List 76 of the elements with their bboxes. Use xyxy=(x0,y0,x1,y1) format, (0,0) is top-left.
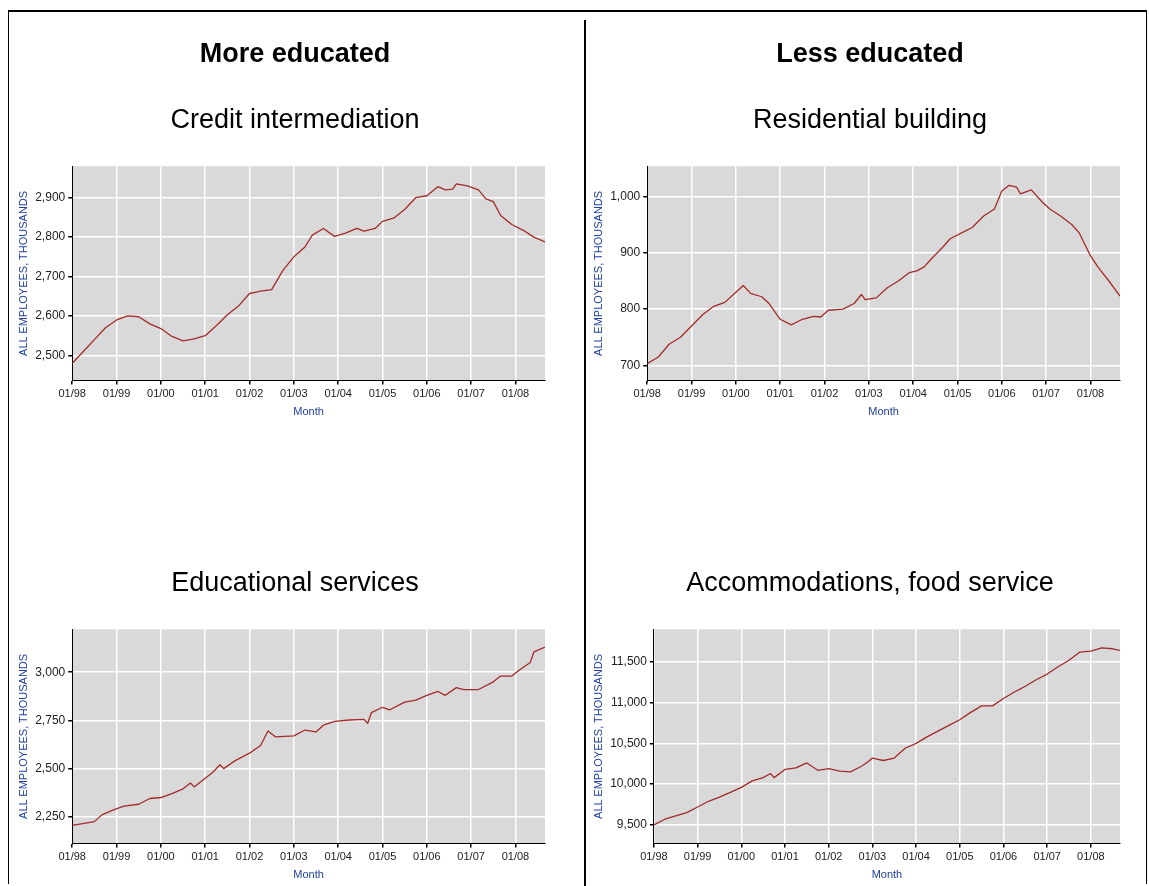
x-axis-title: Month xyxy=(868,405,899,418)
x-tick-label: 01/99 xyxy=(683,850,712,863)
y-tick-label: 2,500 xyxy=(35,347,66,362)
x-tick-label: 01/00 xyxy=(722,387,750,400)
x-tick-label: 01/02 xyxy=(235,387,264,400)
y-axis-title: ALL EMPLOYEES, THOUSANDS xyxy=(16,653,29,819)
chart-title: Residential building xyxy=(751,104,989,136)
x-axis-title: Month xyxy=(293,405,324,418)
x-tick-label: 01/98 xyxy=(640,850,668,863)
y-tick-label: 1,000 xyxy=(610,188,641,203)
x-tick-label: 01/07 xyxy=(457,850,485,863)
x-tick-label: 01/99 xyxy=(102,850,131,863)
x-tick-label: 01/01 xyxy=(771,850,799,863)
y-axis-title: ALL EMPLOYEES, THOUSANDS xyxy=(591,190,604,356)
y-tick-label: 10,500 xyxy=(610,735,648,750)
x-tick-label: 01/01 xyxy=(191,387,219,400)
y-axis-title: ALL EMPLOYEES, THOUSANDS xyxy=(16,190,29,356)
x-tick-label: 01/98 xyxy=(58,387,86,400)
y-tick-label: 2,700 xyxy=(35,268,66,283)
x-tick-label: 01/08 xyxy=(501,850,530,863)
x-tick-label: 01/03 xyxy=(280,387,308,400)
x-tick-label: 01/06 xyxy=(413,387,441,400)
x-tick-label: 01/03 xyxy=(858,850,887,863)
y-tick-label: 2,500 xyxy=(35,760,66,775)
x-tick-label: 01/03 xyxy=(280,850,308,863)
y-tick-label: 2,250 xyxy=(35,809,66,824)
y-tick-label: 2,900 xyxy=(35,190,66,205)
y-tick-label: 11,500 xyxy=(611,654,648,669)
x-tick-label: 01/06 xyxy=(989,850,1018,863)
y-tick-label: 10,000 xyxy=(610,776,648,791)
x-tick-label: 01/07 xyxy=(457,387,485,400)
x-tick-label: 01/04 xyxy=(324,387,352,400)
x-tick-label: 01/04 xyxy=(902,850,930,863)
x-tick-label: 01/08 xyxy=(1076,387,1105,400)
x-tick-label: 01/02 xyxy=(235,850,264,863)
y-tick-label: 3,000 xyxy=(35,664,66,679)
x-tick-label: 01/00 xyxy=(147,850,175,863)
text: Less educated xyxy=(775,38,965,70)
x-tick-label: 01/06 xyxy=(413,850,441,863)
x-tick-label: 01/06 xyxy=(988,387,1016,400)
x-tick-label: 01/05 xyxy=(946,850,974,863)
x-tick-label: 01/01 xyxy=(191,850,219,863)
x-tick-label: 01/07 xyxy=(1033,850,1061,863)
x-tick-label: 01/05 xyxy=(368,387,397,400)
x-tick-label: 01/99 xyxy=(677,387,706,400)
y-tick-label: 2,600 xyxy=(35,308,66,323)
x-axis-title: Month xyxy=(293,868,324,881)
x-tick-label: 01/05 xyxy=(368,850,397,863)
y-tick-label: 9,500 xyxy=(616,817,648,832)
x-tick-label: 01/04 xyxy=(324,850,352,863)
x-tick-label: 01/08 xyxy=(1077,850,1105,863)
chart-title: Accommodations, food service xyxy=(685,567,1055,599)
x-tick-label: 01/05 xyxy=(943,387,972,400)
y-axis-title: ALL EMPLOYEES, THOUSANDS xyxy=(591,653,604,819)
x-tick-label: 01/03 xyxy=(855,387,883,400)
y-tick-label: 800 xyxy=(620,301,641,316)
x-tick-label: 01/98 xyxy=(58,850,86,863)
chart-title: Educational services xyxy=(170,567,420,599)
chart-title: Credit intermediation xyxy=(169,104,421,136)
x-tick-label: 01/98 xyxy=(633,387,661,400)
y-tick-label: 2,800 xyxy=(35,229,66,244)
x-tick-label: 01/02 xyxy=(814,850,843,863)
x-tick-label: 01/99 xyxy=(102,387,131,400)
x-tick-label: 01/07 xyxy=(1032,387,1060,400)
x-axis-title: Month xyxy=(871,868,903,881)
x-tick-label: 01/04 xyxy=(899,387,927,400)
text: More educated xyxy=(198,38,392,70)
x-tick-label: 01/08 xyxy=(501,387,530,400)
y-tick-label: 900 xyxy=(620,245,641,260)
y-tick-label: 700 xyxy=(620,357,641,372)
x-tick-label: 01/00 xyxy=(147,387,175,400)
x-tick-label: 01/00 xyxy=(727,850,756,863)
x-tick-label: 01/02 xyxy=(810,387,839,400)
y-tick-label: 11,000 xyxy=(611,694,648,709)
y-tick-label: 2,750 xyxy=(35,712,66,727)
x-tick-label: 01/01 xyxy=(766,387,794,400)
